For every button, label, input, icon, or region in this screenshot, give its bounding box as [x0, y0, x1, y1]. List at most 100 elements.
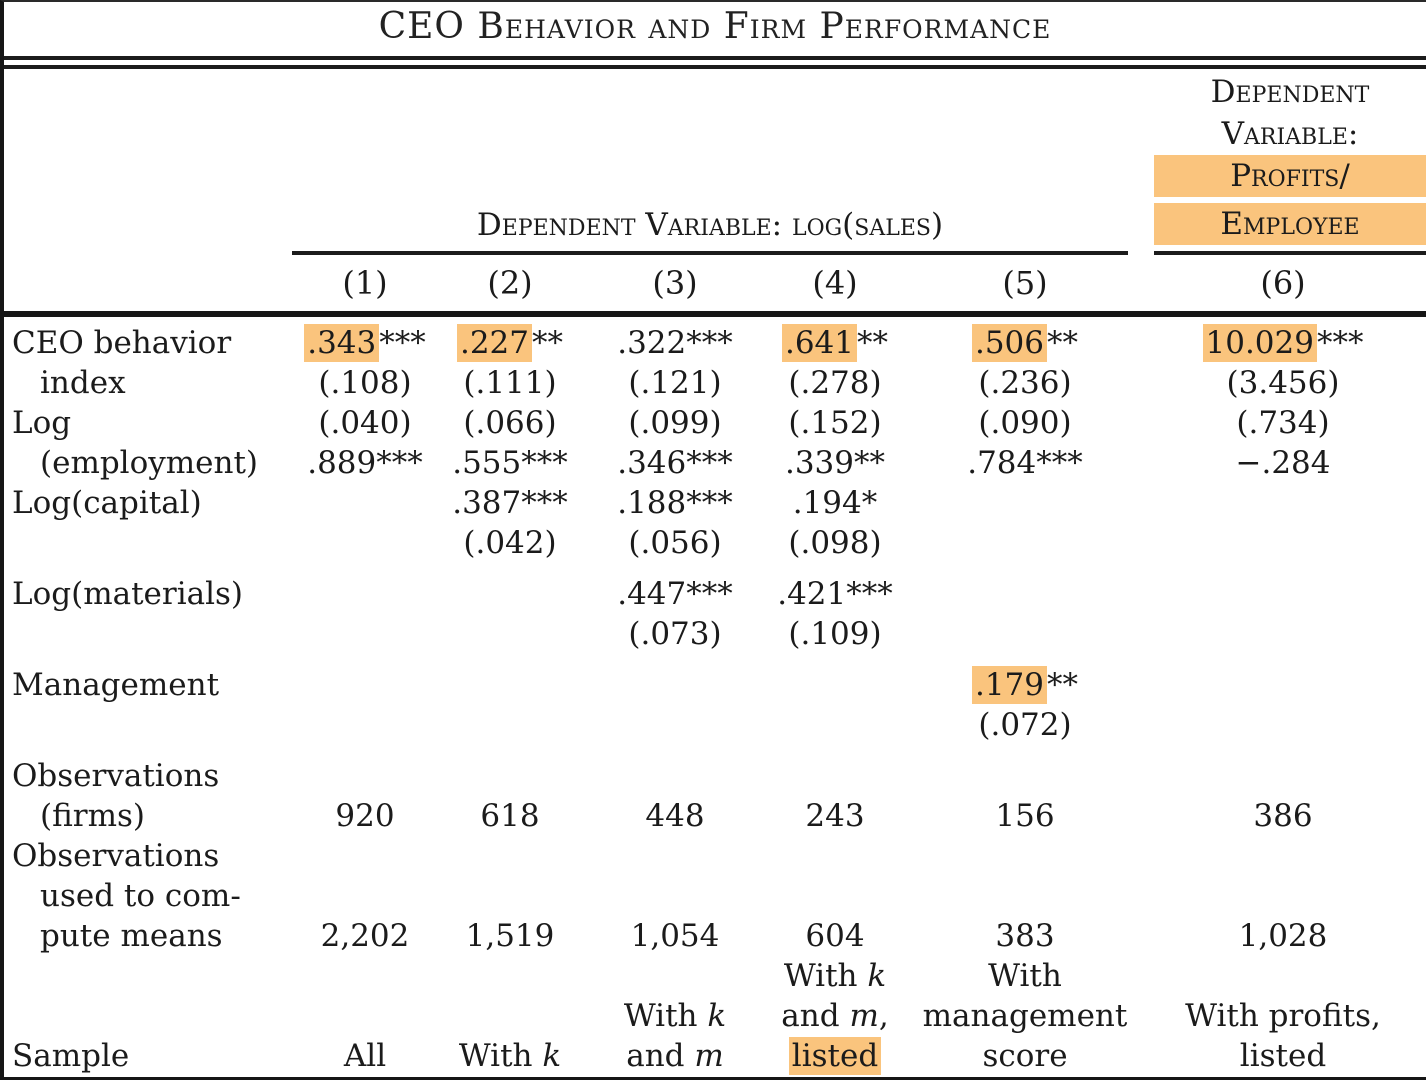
table-cell — [1140, 836, 1426, 876]
table-cell — [910, 574, 1140, 614]
table-cell: (.111) — [463, 365, 557, 401]
column-number: (5) — [1002, 264, 1048, 302]
table-cell — [300, 523, 430, 563]
table-cell: and m, — [781, 998, 889, 1034]
table-cell: .188*** — [617, 485, 733, 521]
table-cell: 604 — [805, 918, 865, 954]
table-cell: .227** — [430, 323, 590, 363]
table-cell: (.152) — [788, 405, 882, 441]
table-cell — [300, 614, 430, 654]
table-cell: (.278) — [788, 365, 882, 401]
table-cell: All — [343, 1038, 387, 1074]
table-cell: (.090) — [978, 405, 1072, 441]
table-cell — [910, 523, 1140, 563]
table-cell — [300, 996, 430, 1036]
table-cell — [590, 876, 760, 916]
table-cell: 920 — [335, 798, 395, 834]
table-cell — [1140, 876, 1426, 916]
table-cell — [300, 574, 430, 614]
table-cell — [300, 665, 430, 705]
table-cell — [760, 665, 910, 705]
table-row: Log (.040) (.066) (.099) (.152) (.090) (.734) — [4, 403, 1426, 443]
highlight: .343 — [304, 324, 380, 362]
table-cell — [760, 876, 910, 916]
table-cell — [910, 756, 1140, 796]
table-cell — [590, 836, 760, 876]
table-cell — [1140, 705, 1426, 745]
table-cell: (.040) — [318, 405, 412, 441]
table-cell — [430, 665, 590, 705]
table-cell — [590, 756, 760, 796]
table-cell: −.284 — [1235, 445, 1331, 481]
row-label: Sample — [12, 1038, 130, 1074]
table-cell: score — [982, 1038, 1068, 1074]
header-spacer — [4, 255, 300, 311]
table-row: (.042) (.056) (.098) — [4, 523, 1426, 563]
table-cell: With k — [783, 958, 887, 994]
table-cell: (.066) — [463, 405, 557, 441]
table-cell — [300, 876, 430, 916]
table-cell: .447*** — [617, 576, 733, 612]
table-cell: (.734) — [1236, 405, 1330, 441]
table-row: Log(materials) .447*** .421*** — [4, 574, 1426, 614]
table-cell — [430, 574, 590, 614]
table-cell — [910, 836, 1140, 876]
row-label: CEO behavior — [12, 325, 232, 361]
table-cell — [910, 876, 1140, 916]
table-cell — [910, 483, 1140, 523]
table-cell — [300, 756, 430, 796]
row-label — [4, 996, 300, 1036]
table-cell — [760, 836, 910, 876]
table-cell: 386 — [1253, 798, 1313, 834]
table-cell — [1140, 483, 1426, 523]
table-row: (firms) 920 618 448 243 156 386 — [4, 796, 1426, 836]
table-cell: listed — [1239, 1038, 1327, 1074]
table-row: used to com- — [4, 876, 1426, 916]
table-cell: (.109) — [788, 616, 882, 652]
table-cell — [760, 756, 910, 796]
row-label: (firms) — [40, 798, 145, 834]
table-cell: .194* — [792, 485, 878, 521]
table-row: CEO behavior .343*** .227** .322*** .641** .5… — [4, 323, 1426, 363]
table-cell: management — [922, 998, 1128, 1034]
table-cell — [300, 705, 430, 745]
table-cell — [590, 956, 760, 996]
table-cell — [760, 705, 910, 745]
table-cell: (.073) — [628, 616, 722, 652]
table-cell: With profits, — [1185, 998, 1381, 1034]
table-cell: (.108) — [318, 365, 412, 401]
highlight: .641 — [781, 324, 858, 362]
table-row — [4, 745, 1426, 756]
dep-profits-line: Variable: — [1221, 116, 1359, 152]
table-cell — [300, 956, 430, 996]
table-row — [4, 563, 1426, 574]
table-row: (.073) (.109) — [4, 614, 1426, 654]
table-cell: 156 — [995, 798, 1055, 834]
table-cell: .555*** — [452, 445, 568, 481]
row-label — [4, 654, 300, 665]
table-row — [4, 654, 1426, 665]
row-label: Observations — [12, 838, 220, 874]
row-label — [4, 614, 300, 654]
table-cell: (.056) — [628, 525, 722, 561]
table-cell: (3.456) — [1226, 365, 1340, 401]
highlight: .227 — [456, 324, 533, 362]
table-cell — [1140, 614, 1426, 654]
dep-profits-header: Dependent Variable: Profits/Employee — [1154, 71, 1426, 255]
row-label: Management — [12, 667, 220, 703]
table-row: index (.108) (.111) (.121) (.278) (.236) (3.45… — [4, 363, 1426, 403]
table-cell: (.042) — [463, 525, 557, 561]
table-body: CEO behavior .343*** .227** .322*** .641** .5… — [4, 317, 1426, 1076]
table-cell: .889*** — [307, 445, 423, 481]
table-cell: .784*** — [967, 445, 1083, 481]
column-number: (1) — [342, 264, 388, 302]
row-label — [4, 745, 300, 756]
table-row: pute means 2,202 1,519 1,054 604 383 1,028 — [4, 916, 1426, 956]
table-cell: With k — [458, 1038, 562, 1074]
dep-profits-line-highlighted: Profits/ — [1154, 155, 1426, 197]
table-cell — [430, 756, 590, 796]
table-cell: .387*** — [452, 485, 568, 521]
column-number: (4) — [812, 264, 858, 302]
table-row: Observations — [4, 836, 1426, 876]
table-cell — [430, 956, 590, 996]
